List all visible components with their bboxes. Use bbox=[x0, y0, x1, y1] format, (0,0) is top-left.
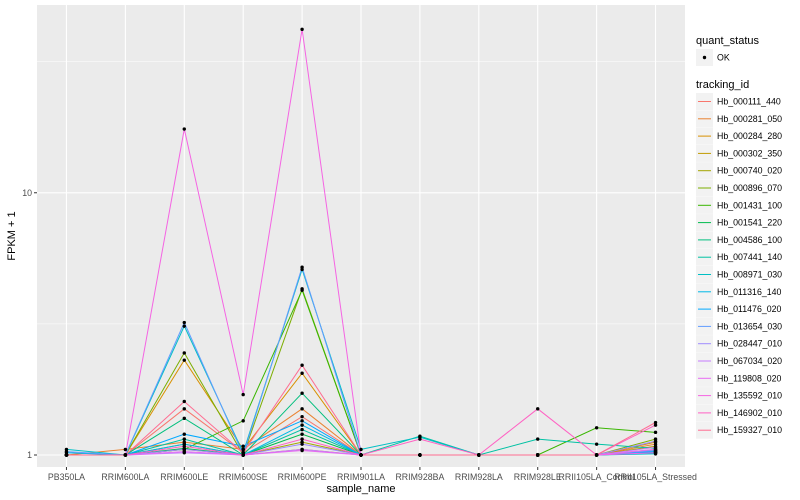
data-point bbox=[300, 442, 304, 446]
data-point bbox=[123, 447, 128, 452]
legend-label: Hb_000302_350 bbox=[717, 148, 782, 158]
data-point bbox=[300, 391, 304, 395]
legend-label: Hb_000896_070 bbox=[717, 183, 782, 193]
x-axis-title: sample_name bbox=[326, 483, 395, 495]
data-point bbox=[241, 451, 245, 455]
data-point bbox=[300, 427, 304, 432]
y-axis: 1 10 bbox=[22, 188, 37, 460]
data-point bbox=[300, 288, 304, 292]
data-point bbox=[64, 449, 69, 454]
data-point bbox=[300, 407, 304, 411]
data-point bbox=[241, 419, 245, 423]
data-point bbox=[300, 448, 304, 453]
legend-label: Hb_004586_100 bbox=[717, 235, 782, 245]
data-point bbox=[300, 27, 304, 32]
legend-label: Hb_000284_280 bbox=[717, 131, 782, 141]
x-axis: PB350LA RRIM600LA RRIM600LE RRIM600SE RRIM60… bbox=[48, 467, 697, 482]
x-tick-label: RRIM928LE bbox=[514, 472, 562, 482]
data-point bbox=[300, 265, 304, 269]
data-point bbox=[418, 437, 422, 441]
data-point bbox=[300, 419, 304, 423]
data-point bbox=[418, 453, 422, 457]
data-point bbox=[241, 444, 245, 448]
legend-label: Hb_011316_140 bbox=[717, 287, 782, 297]
data-point bbox=[300, 371, 304, 375]
data-point bbox=[182, 416, 186, 421]
data-point bbox=[182, 320, 186, 325]
x-tick-label: RRIM928BA bbox=[395, 472, 444, 482]
data-point bbox=[594, 442, 599, 446]
data-point bbox=[536, 407, 540, 411]
x-tick-label: RRII105LA_Stressed bbox=[614, 472, 697, 482]
legend-label: Hb_008971_030 bbox=[717, 270, 782, 280]
data-point bbox=[300, 363, 304, 367]
data-point bbox=[182, 432, 186, 436]
x-tick-label: RRII105LA_Control bbox=[558, 472, 634, 482]
x-tick-label: PB350LA bbox=[48, 472, 85, 482]
x-tick-label: RRIM901LA bbox=[337, 472, 385, 482]
x-tick-label: RRIM600PE bbox=[278, 472, 327, 482]
legend-label: Hb_001541_220 bbox=[717, 218, 782, 228]
data-point bbox=[359, 453, 363, 457]
data-point bbox=[594, 426, 599, 430]
data-point bbox=[536, 437, 540, 441]
y-tick-label: 10 bbox=[22, 188, 32, 198]
legend-quant-status: quant_status OK bbox=[696, 35, 759, 66]
data-point bbox=[182, 399, 186, 404]
legend-tracking-id-title: tracking_id bbox=[696, 79, 749, 91]
legend-label: Hb_135592_010 bbox=[717, 391, 782, 401]
x-tick-label: RRIM600LA bbox=[101, 472, 149, 482]
data-point bbox=[536, 453, 540, 457]
data-point bbox=[653, 451, 658, 455]
legend-label: Hb_146902_010 bbox=[717, 408, 782, 418]
data-point bbox=[182, 449, 186, 454]
data-point bbox=[653, 423, 658, 427]
data-point bbox=[182, 127, 186, 131]
data-point bbox=[182, 351, 186, 355]
data-point bbox=[653, 420, 658, 425]
legend-label: Hb_007441_140 bbox=[717, 252, 782, 262]
legend-label: Hb_000281_050 bbox=[717, 114, 782, 124]
data-point bbox=[594, 453, 599, 457]
y-axis-title: FPKM + 1 bbox=[6, 211, 18, 260]
data-point bbox=[300, 423, 304, 427]
data-point bbox=[182, 437, 186, 441]
legend-label: Hb_013654_030 bbox=[717, 321, 782, 331]
legend-label: OK bbox=[717, 53, 730, 63]
x-tick-label: RRIM600SE bbox=[219, 472, 268, 482]
legend-label: Hb_028447_010 bbox=[717, 339, 782, 349]
data-point bbox=[477, 453, 481, 457]
legend-tracking-id: tracking_id Hb_000111_440 Hb_000281_050 Hb… bbox=[696, 79, 782, 439]
series-points bbox=[64, 27, 658, 457]
data-point bbox=[653, 439, 658, 443]
legend-label: Hb_067034_020 bbox=[717, 356, 782, 366]
grid bbox=[37, 5, 685, 467]
data-point bbox=[359, 447, 363, 452]
data-point bbox=[300, 414, 304, 419]
data-point bbox=[182, 444, 186, 448]
legend-quant-status-title: quant_status bbox=[696, 35, 759, 47]
data-point bbox=[182, 358, 186, 362]
legend-point bbox=[702, 55, 707, 60]
legend-label: Hb_000111_440 bbox=[717, 97, 781, 107]
y-tick-label: 1 bbox=[27, 450, 32, 460]
data-point bbox=[123, 453, 128, 457]
data-point bbox=[653, 447, 658, 452]
legend-label: Hb_159327_010 bbox=[717, 425, 782, 435]
data-point bbox=[300, 437, 304, 441]
legend-label: Hb_119808_020 bbox=[717, 373, 782, 383]
legend-label: Hb_001431_100 bbox=[717, 200, 782, 210]
data-point bbox=[241, 447, 245, 452]
legend-label: Hb_011476_020 bbox=[717, 304, 782, 314]
data-point bbox=[182, 324, 186, 328]
data-point bbox=[241, 392, 245, 397]
data-point bbox=[300, 432, 304, 436]
data-point bbox=[653, 430, 658, 435]
data-point bbox=[64, 453, 69, 457]
x-tick-label: RRIM600LE bbox=[160, 472, 208, 482]
data-point bbox=[182, 407, 186, 411]
x-tick-label: RRIM928LA bbox=[455, 472, 503, 482]
legend-label: Hb_000740_020 bbox=[717, 166, 782, 176]
